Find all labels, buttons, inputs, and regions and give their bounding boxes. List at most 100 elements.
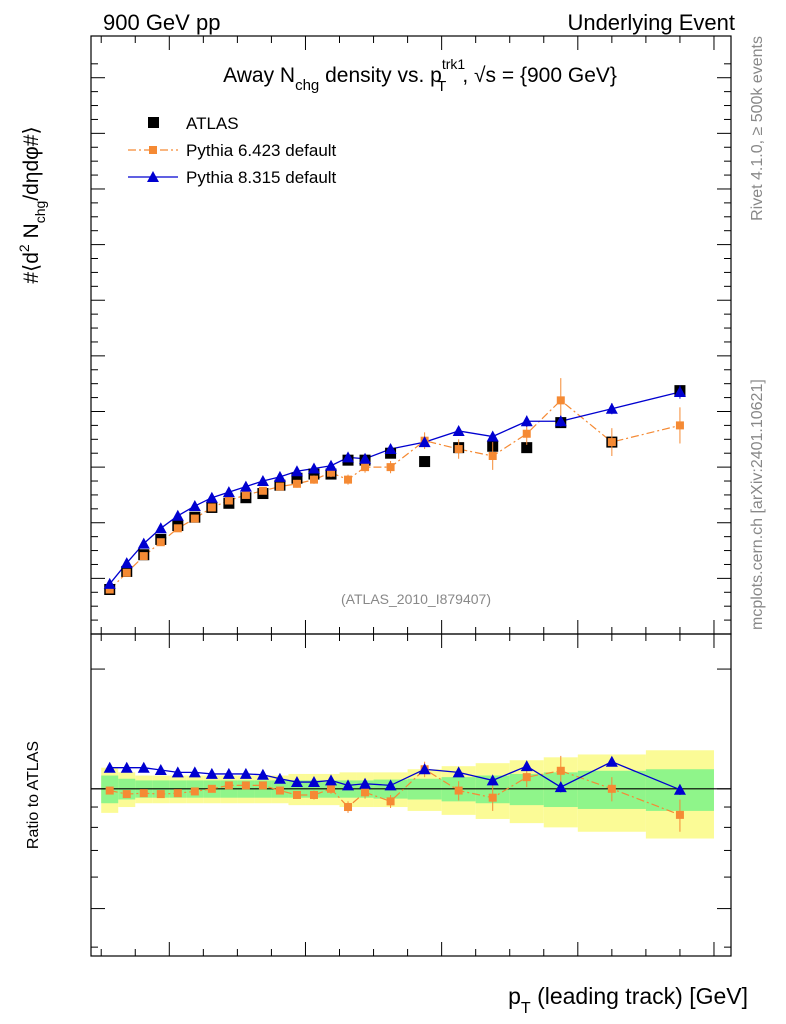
atlas-point (419, 456, 431, 468)
pythia6-point (386, 463, 395, 472)
ratio-pythia6-point (607, 784, 616, 793)
legend-item-pythia8: Pythia 8.315 default (128, 168, 337, 187)
pythia8-point (222, 486, 235, 498)
pythia8-point (342, 451, 355, 463)
header-left: 900 GeV pp (103, 10, 220, 35)
pythia6-point (309, 475, 318, 484)
pythia6-line (109, 399, 681, 590)
ratio-pythia8-point (359, 777, 372, 789)
main-panel (90, 35, 732, 635)
ratio-pythia6-point (309, 790, 318, 799)
pythia8-point (325, 459, 337, 471)
pythia8-point (554, 415, 567, 427)
atlas-point (521, 442, 533, 454)
legend: ATLAS Pythia 6.423 default Pythia 8.315 … (128, 114, 337, 187)
ratio-pythia8-point (520, 760, 533, 772)
ratio-pythia8-point (486, 774, 499, 786)
pythia8-point (307, 462, 320, 474)
ratio-pythia6-point (275, 786, 284, 795)
ratio-data-points (103, 755, 686, 832)
pythia6-point (258, 486, 267, 495)
ratio-plot-frame (90, 633, 732, 957)
pythia6-point (292, 479, 301, 488)
ratio-pythia6-point (258, 781, 267, 790)
ratio-pythia6-point (327, 784, 335, 793)
x-axis-label: pT (leading track) [GeV] (508, 983, 748, 1017)
pythia6-point (224, 496, 233, 505)
main-axis-ticks (91, 36, 731, 635)
pythia8-point (605, 402, 618, 414)
ratio-pythia8-point (273, 772, 286, 784)
pythia8-point (359, 452, 372, 464)
pythia6-point (139, 552, 148, 561)
ratio-pythia8-point (418, 763, 431, 775)
ratio-pythia6-point (522, 773, 531, 782)
ratio-pythia6-point (675, 810, 684, 819)
pythia8-point (520, 415, 533, 427)
mcplots-label: mcplots.cern.ch [arXiv:2401.10621] (749, 379, 766, 630)
pythia6-point (488, 451, 497, 460)
ratio-uncertainty-bands (91, 750, 731, 839)
y-axis-label: #⟨d2 Nchg/dηdφ#⟩ (16, 126, 48, 283)
pythia8-point (137, 537, 150, 549)
ratio-pythia6-point (556, 766, 565, 775)
legend-marker-pythia6 (149, 146, 157, 154)
pythia8-line (109, 391, 681, 585)
legend-item-atlas: ATLAS (148, 114, 239, 133)
ratio-pythia8-point (384, 779, 397, 791)
pythia8-point (188, 500, 201, 512)
pythia8-point (154, 522, 167, 534)
ratio-pythia6-point (488, 793, 497, 802)
pythia6-point (173, 524, 182, 533)
ratio-pythia6-point (361, 788, 370, 797)
ratio-pythia6-point (190, 787, 199, 796)
ratio-pythia8-point (325, 774, 337, 786)
ratio-pythia8-point (290, 776, 303, 788)
ratio-pythia8-point (256, 768, 269, 780)
pythia6-point (675, 421, 684, 430)
ratio-axis-ticks (91, 634, 731, 956)
pythia6-point (607, 438, 616, 447)
ratio-pythia8-point (222, 767, 235, 779)
pythia6-point (241, 490, 250, 499)
legend-marker-pythia8 (147, 171, 159, 182)
pythia8-point (673, 386, 686, 398)
ratio-pythia8-point (103, 761, 116, 773)
ratio-pythia8-point (154, 764, 167, 776)
pythia8-point (239, 480, 252, 492)
legend-label-pythia6: Pythia 6.423 default (186, 141, 337, 160)
ratio-pythia6-point (207, 784, 216, 793)
pythia8-point (486, 430, 499, 442)
pythia6-point (207, 503, 216, 512)
ratio-pythia8-point (120, 761, 133, 773)
ratio-pythia6-point (105, 786, 114, 795)
pythia6-point (190, 514, 199, 523)
legend-label-atlas: ATLAS (186, 114, 239, 133)
ratio-pythia6-point (292, 790, 301, 799)
ratio-y-axis-label: Ratio to ATLAS (25, 741, 42, 849)
ratio-pythia8-point (171, 766, 184, 778)
pythia6-point (122, 568, 131, 577)
legend-marker-atlas (148, 117, 159, 128)
ratio-pythia8-point (342, 779, 355, 791)
ratio-pythia8-point (137, 761, 150, 773)
legend-label-pythia8: Pythia 8.315 default (186, 168, 337, 187)
atlas-point (308, 468, 320, 480)
pythia8-point (256, 475, 269, 487)
pythia8-point (205, 491, 218, 503)
ratio-pythia6-point (173, 789, 182, 798)
ratio-pythia8-point (307, 776, 320, 788)
pythia6-point (361, 463, 370, 472)
ratio-pythia8-point (673, 783, 686, 795)
pythia6-point (556, 396, 565, 405)
pythia6-point (454, 445, 463, 454)
main-data-points (103, 378, 686, 595)
ratio-pythia8-point (554, 781, 567, 793)
pythia6-point (327, 468, 335, 477)
pythia8-point (273, 470, 286, 482)
rivet-version-label: Rivet 4.1.0, ≥ 500k events (749, 36, 766, 221)
ratio-pythia6-point (386, 797, 395, 806)
header-right: Underlying Event (567, 10, 735, 35)
pythia6-point (275, 482, 284, 491)
